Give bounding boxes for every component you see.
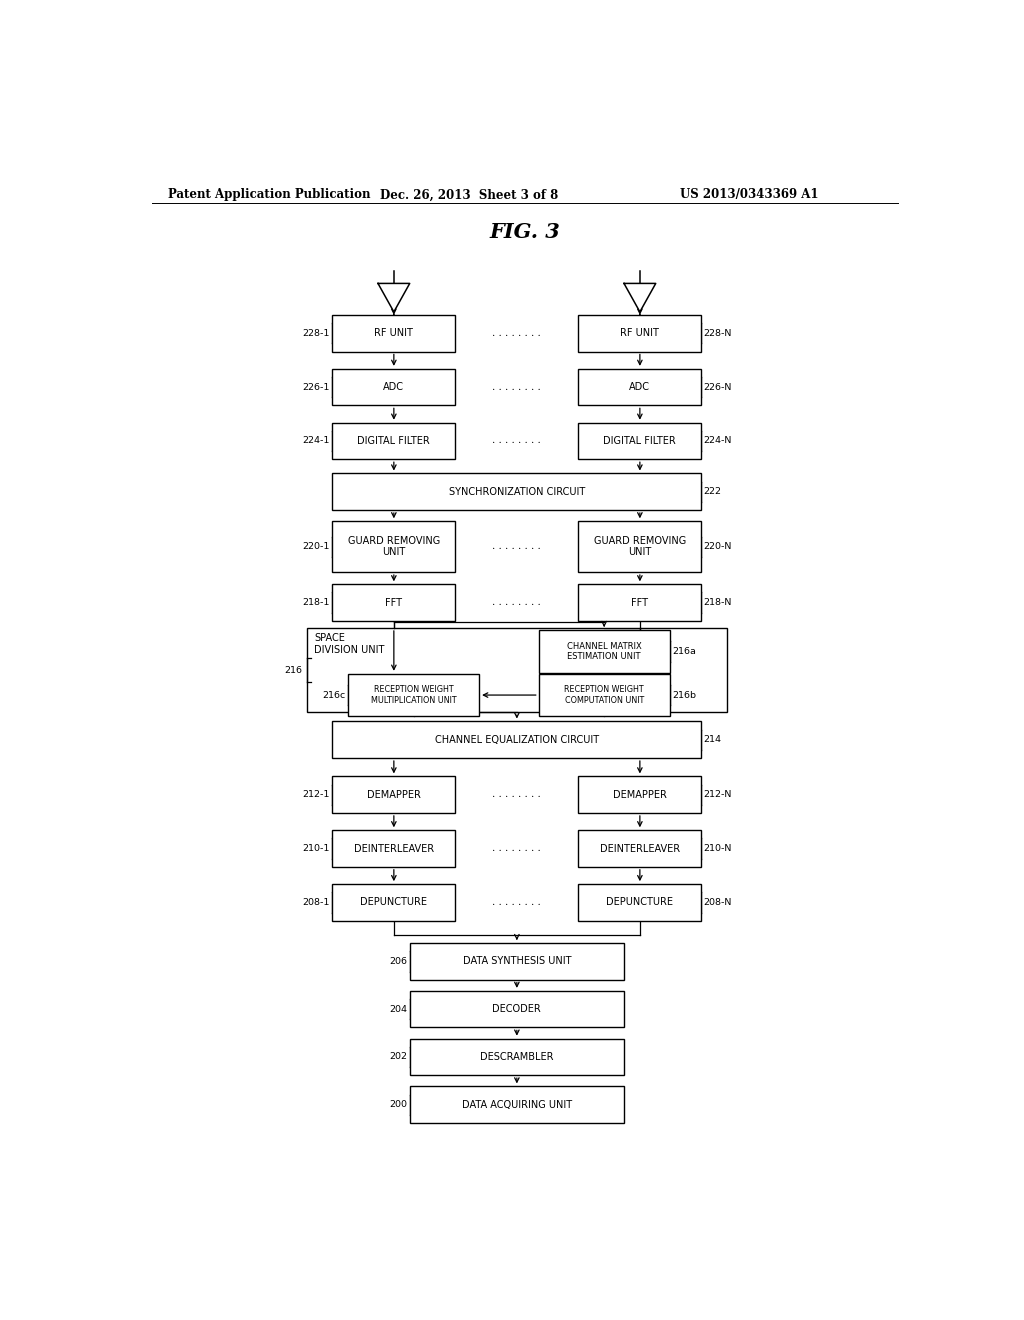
Text: DEPUNCTURE: DEPUNCTURE (606, 898, 674, 907)
Text: SYNCHRONIZATION CIRCUIT: SYNCHRONIZATION CIRCUIT (449, 487, 585, 496)
Text: DIGITAL FILTER: DIGITAL FILTER (357, 436, 430, 446)
FancyBboxPatch shape (333, 884, 456, 921)
FancyBboxPatch shape (333, 474, 701, 510)
Text: 216a: 216a (672, 647, 696, 656)
FancyBboxPatch shape (410, 1086, 624, 1123)
FancyBboxPatch shape (539, 673, 670, 717)
Text: 226-N: 226-N (703, 383, 732, 392)
Text: 200: 200 (389, 1100, 408, 1109)
FancyBboxPatch shape (579, 585, 701, 620)
FancyBboxPatch shape (579, 776, 701, 813)
Text: 222: 222 (703, 487, 722, 496)
Text: . . . . . . . .: . . . . . . . . (493, 383, 542, 392)
Text: 218-1: 218-1 (303, 598, 330, 607)
FancyBboxPatch shape (333, 368, 456, 405)
Text: ADC: ADC (630, 381, 650, 392)
Text: DEINTERLEAVER: DEINTERLEAVER (600, 843, 680, 854)
Text: DECODER: DECODER (493, 1005, 542, 1014)
FancyBboxPatch shape (333, 315, 456, 351)
Text: 226-1: 226-1 (303, 383, 330, 392)
FancyBboxPatch shape (333, 521, 456, 572)
Text: US 2013/0343369 A1: US 2013/0343369 A1 (680, 189, 818, 202)
Text: 218-N: 218-N (703, 598, 732, 607)
Text: 212-N: 212-N (703, 791, 732, 799)
Text: DATA SYNTHESIS UNIT: DATA SYNTHESIS UNIT (463, 957, 571, 966)
FancyBboxPatch shape (333, 776, 456, 813)
Text: RF UNIT: RF UNIT (375, 329, 414, 338)
Text: 202: 202 (389, 1052, 408, 1061)
Text: GUARD REMOVING
UNIT: GUARD REMOVING UNIT (594, 536, 686, 557)
Text: DEINTERLEAVER: DEINTERLEAVER (354, 843, 434, 854)
Text: SPACE
DIVISION UNIT: SPACE DIVISION UNIT (314, 634, 385, 655)
Text: . . . . . . . .: . . . . . . . . (493, 898, 542, 907)
Text: 228-N: 228-N (703, 329, 732, 338)
FancyBboxPatch shape (333, 722, 701, 758)
Text: RF UNIT: RF UNIT (621, 329, 659, 338)
Text: GUARD REMOVING
UNIT: GUARD REMOVING UNIT (348, 536, 440, 557)
Text: RECEPTION WEIGHT
MULTIPLICATION UNIT: RECEPTION WEIGHT MULTIPLICATION UNIT (371, 685, 457, 705)
Text: 212-1: 212-1 (303, 791, 330, 799)
Text: RECEPTION WEIGHT
COMPUTATION UNIT: RECEPTION WEIGHT COMPUTATION UNIT (564, 685, 644, 705)
Text: FFT: FFT (632, 598, 648, 607)
FancyBboxPatch shape (333, 422, 456, 459)
Text: 216c: 216c (323, 690, 346, 700)
FancyBboxPatch shape (579, 830, 701, 867)
FancyBboxPatch shape (579, 422, 701, 459)
Text: CHANNEL MATRIX
ESTIMATION UNIT: CHANNEL MATRIX ESTIMATION UNIT (567, 642, 641, 661)
FancyBboxPatch shape (333, 830, 456, 867)
Text: 220-1: 220-1 (303, 543, 330, 552)
Text: DEMAPPER: DEMAPPER (613, 789, 667, 800)
Text: DEMAPPER: DEMAPPER (367, 789, 421, 800)
Text: . . . . . . . .: . . . . . . . . (493, 543, 542, 552)
FancyBboxPatch shape (410, 942, 624, 979)
Text: DEPUNCTURE: DEPUNCTURE (360, 898, 427, 907)
FancyBboxPatch shape (579, 521, 701, 572)
FancyBboxPatch shape (539, 630, 670, 673)
Text: 224-N: 224-N (703, 437, 732, 445)
FancyBboxPatch shape (333, 585, 456, 620)
Text: 228-1: 228-1 (303, 329, 330, 338)
Text: . . . . . . . .: . . . . . . . . (493, 791, 542, 799)
Text: 204: 204 (389, 1005, 408, 1014)
Text: FIG. 3: FIG. 3 (489, 222, 560, 242)
Text: Dec. 26, 2013  Sheet 3 of 8: Dec. 26, 2013 Sheet 3 of 8 (380, 189, 558, 202)
Text: 206: 206 (389, 957, 408, 966)
Text: . . . . . . . .: . . . . . . . . (493, 598, 542, 607)
Text: 216b: 216b (672, 690, 696, 700)
Text: . . . . . . . .: . . . . . . . . (493, 843, 542, 853)
Text: FFT: FFT (385, 598, 402, 607)
Text: Patent Application Publication: Patent Application Publication (168, 189, 371, 202)
FancyBboxPatch shape (410, 991, 624, 1027)
Text: DESCRAMBLER: DESCRAMBLER (480, 1052, 554, 1061)
Text: 210-N: 210-N (703, 843, 732, 853)
FancyBboxPatch shape (579, 884, 701, 921)
Text: 208-N: 208-N (703, 898, 732, 907)
FancyBboxPatch shape (410, 1039, 624, 1076)
FancyBboxPatch shape (579, 368, 701, 405)
Text: 216: 216 (285, 665, 303, 675)
Text: . . . . . . . .: . . . . . . . . (493, 437, 542, 445)
Text: 224-1: 224-1 (303, 437, 330, 445)
Text: 214: 214 (703, 735, 722, 744)
Text: ADC: ADC (383, 381, 404, 392)
Text: 220-N: 220-N (703, 543, 732, 552)
Text: DIGITAL FILTER: DIGITAL FILTER (603, 436, 676, 446)
Text: 208-1: 208-1 (303, 898, 330, 907)
Text: DATA ACQUIRING UNIT: DATA ACQUIRING UNIT (462, 1100, 572, 1110)
Text: CHANNEL EQUALIZATION CIRCUIT: CHANNEL EQUALIZATION CIRCUIT (435, 735, 599, 744)
FancyBboxPatch shape (306, 628, 727, 713)
FancyBboxPatch shape (579, 315, 701, 351)
FancyBboxPatch shape (348, 673, 479, 717)
Text: . . . . . . . .: . . . . . . . . (493, 329, 542, 338)
Text: 210-1: 210-1 (303, 843, 330, 853)
